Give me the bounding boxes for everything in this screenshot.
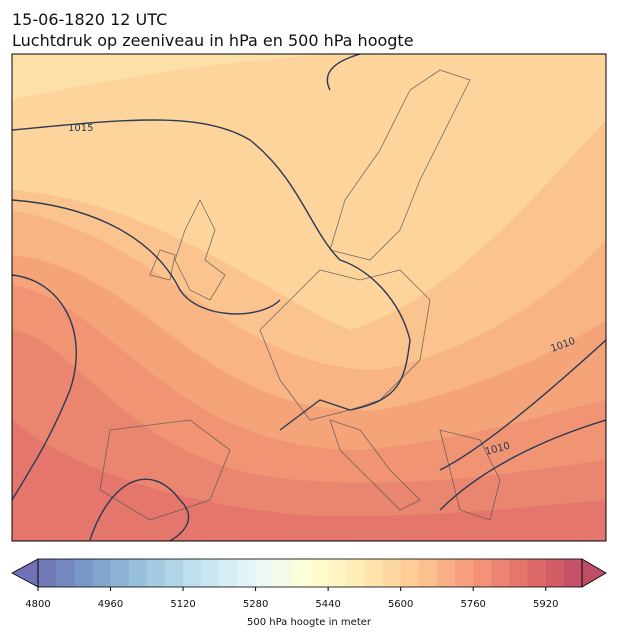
colorbar-tick-label: 4800 (25, 599, 50, 610)
colorbar-segment (328, 559, 347, 587)
map: 1015 1010 1010 (12, 54, 606, 541)
colorbar-segment (473, 559, 492, 587)
colorbar-segment (273, 559, 293, 587)
colorbar-segment (183, 559, 202, 587)
colorbar-extend (11, 558, 39, 588)
colorbar-segment (291, 559, 311, 587)
colorbar-segment (509, 559, 529, 587)
colorbar-segment (418, 559, 438, 587)
colorbar-tick-label: 5120 (170, 599, 195, 610)
contour-label: 1015 (68, 123, 93, 134)
colorbar-segment (310, 559, 329, 587)
colorbar-segment (219, 559, 238, 587)
colorbar-segment (146, 559, 166, 587)
colorbar-extend (581, 558, 607, 588)
title: 15-06-1820 12 UTC (12, 10, 167, 29)
colorbar-segment (237, 559, 257, 587)
colorbar-segment (164, 559, 184, 587)
colorbar-tick-label: 5440 (315, 599, 340, 610)
colorbar-tick-label: 5760 (460, 599, 485, 610)
colorbar-segment (92, 559, 112, 587)
colorbar-segment (201, 559, 220, 587)
colorbar-segment (364, 559, 384, 587)
colorbar-segment (74, 559, 93, 587)
colorbar-segment (110, 559, 130, 587)
subtitle: Luchtdruk op zeeniveau in hPa en 500 hPa… (12, 31, 414, 50)
colorbar-tick-label: 5920 (533, 599, 558, 610)
colorbar-segment (527, 559, 547, 587)
colorbar-segment (38, 559, 57, 587)
colorbar-segment (563, 559, 583, 587)
colorbar-label: 500 hPa hoogte in meter (247, 617, 372, 628)
colorbar-segment (455, 559, 474, 587)
colorbar-segment (56, 559, 75, 587)
colorbar-segment (491, 559, 510, 587)
colorbar-segment (545, 559, 565, 587)
colorbar-frame (37, 558, 583, 588)
colorbar: 4800 4960 5120 5280 5440 5600 5760 5920 (11, 558, 607, 610)
colorbar-segment (382, 559, 402, 587)
colorbar-segment (128, 559, 148, 587)
colorbar-segment (346, 559, 365, 587)
colorbar-segment (436, 559, 456, 587)
map-frame (11, 53, 607, 542)
colorbar-segment (255, 559, 275, 587)
colorbar-tick-label: 5280 (243, 599, 268, 610)
colorbar-tick-label: 4960 (98, 599, 123, 610)
colorbar-segment (400, 559, 420, 587)
colorbar-tick-label: 5600 (388, 599, 413, 610)
